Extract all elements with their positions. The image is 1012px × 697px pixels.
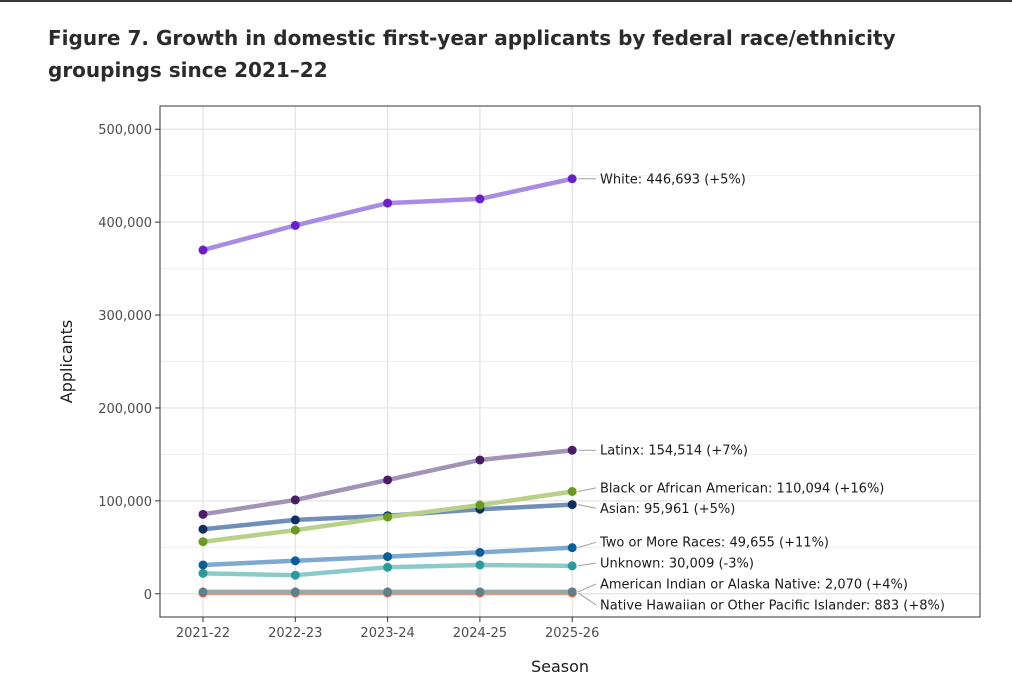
y-tick-label: 100,000 [98, 495, 152, 510]
x-axis-title: Season [531, 657, 589, 676]
x-tick-label: 2022-23 [268, 626, 322, 641]
series-label-latinx: Latinx: 154,514 (+7%) [600, 444, 748, 459]
data-point-white [290, 220, 300, 230]
series-label-native-hawaiian-or-other-pacific-islander: Native Hawaiian or Other Pacific Islande… [600, 598, 945, 613]
data-point-white [567, 174, 577, 184]
data-point-unknown [290, 570, 300, 580]
y-tick-label: 300,000 [98, 309, 152, 324]
data-point-unknown [567, 561, 577, 571]
data-point-unknown [383, 562, 393, 572]
x-tick-label: 2021-22 [176, 626, 230, 641]
data-point-white [383, 198, 393, 208]
y-tick-label: 400,000 [98, 216, 152, 231]
data-point-two-or-more-races [383, 552, 393, 562]
leader-line-american-indian-or-alaska-native [577, 583, 597, 593]
x-tick-label: 2025-26 [545, 626, 599, 641]
series-label-unknown: Unknown: 30,009 (-3%) [600, 557, 754, 572]
data-point-american-indian-or-alaska-native [567, 587, 577, 597]
data-point-asian [198, 524, 208, 534]
data-point-two-or-more-races [567, 543, 577, 553]
data-point-american-indian-or-alaska-native [290, 587, 300, 597]
series-label-white: White: 446,693 (+5%) [600, 172, 746, 187]
series-label-two-or-more-races: Two or More Races: 49,655 (+11%) [599, 536, 829, 551]
data-point-american-indian-or-alaska-native [198, 587, 208, 597]
panel-border [159, 105, 981, 618]
data-point-unknown [475, 560, 485, 570]
leader-line-native-hawaiian-or-other-pacific-islander [577, 592, 597, 606]
data-point-two-or-more-races [290, 556, 300, 566]
y-axis-title: Applicants [57, 320, 76, 404]
data-point-black-or-african-american [383, 512, 393, 522]
data-point-american-indian-or-alaska-native [475, 587, 485, 597]
data-point-asian [290, 515, 300, 525]
data-point-asian [567, 500, 577, 510]
series-label-black-or-african-american: Black or African American: 110,094 (+16%… [600, 481, 884, 496]
leader-line-black-or-african-american [578, 487, 597, 492]
y-axis: 0 100,000 200,000 300,000 400,000 500,000 [98, 123, 160, 603]
data-point-two-or-more-races [198, 560, 208, 570]
data-point-unknown [198, 568, 208, 578]
data-point-latinx [198, 509, 208, 519]
series-label-asian: Asian: 95,961 (+5%) [600, 502, 735, 517]
data-point-latinx [475, 455, 485, 465]
data-point-white [475, 194, 485, 204]
top-rule [0, 0, 1012, 2]
data-point-latinx [290, 495, 300, 505]
x-tick-label: 2023-24 [360, 626, 414, 641]
y-tick-label: 500,000 [98, 123, 152, 138]
data-point-two-or-more-races [475, 547, 485, 557]
x-axis: 2021-22 2022-23 2023-24 2024-25 2025-26 [176, 617, 599, 641]
data-point-black-or-african-american [198, 537, 208, 547]
data-point-american-indian-or-alaska-native [383, 587, 393, 597]
y-tick-label: 0 [144, 588, 152, 603]
y-tick-label: 200,000 [98, 402, 152, 417]
data-point-black-or-african-american [290, 525, 300, 535]
leader-line-asian [578, 504, 597, 509]
series-label-american-indian-or-alaska-native: American Indian or Alaska Native: 2,070 … [600, 578, 908, 593]
data-point-white [198, 245, 208, 255]
data-point-black-or-african-american [567, 486, 577, 496]
data-point-latinx [383, 475, 393, 485]
data-point-black-or-african-american [475, 500, 485, 510]
leader-line-unknown [578, 562, 597, 567]
label-layer: White: 446,693 (+5%) Latinx: 154,514 (+7%… [577, 172, 945, 613]
series-layer [198, 174, 577, 598]
x-tick-label: 2024-25 [453, 626, 507, 641]
data-point-latinx [567, 445, 577, 455]
figure-title: Figure 7. Growth in domestic first-year … [48, 26, 896, 82]
leader-line-two-or-more-races [578, 541, 597, 549]
